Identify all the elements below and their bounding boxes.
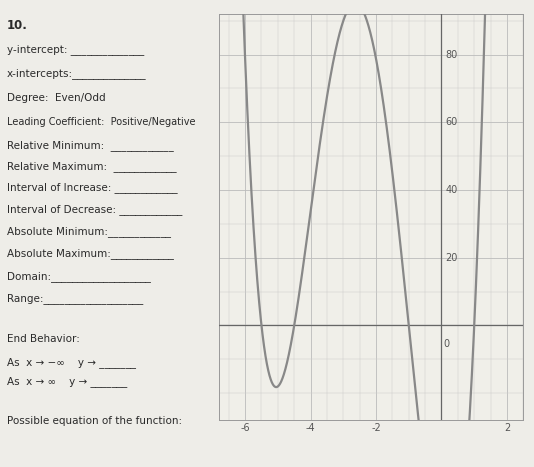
Text: 60: 60 [445, 117, 458, 127]
Text: Domain:___________________: Domain:___________________ [6, 271, 151, 282]
Text: Leading Coefficient:  Positive/Negative: Leading Coefficient: Positive/Negative [6, 117, 195, 127]
Text: 20: 20 [445, 253, 458, 263]
Text: 40: 40 [445, 185, 458, 195]
Text: x-intercepts:______________: x-intercepts:______________ [6, 68, 146, 78]
Text: Absolute Maximum:____________: Absolute Maximum:____________ [6, 248, 174, 259]
Text: Relative Maximum:  ____________: Relative Maximum: ____________ [6, 161, 176, 172]
Text: Possible equation of the function:: Possible equation of the function: [6, 416, 182, 425]
Text: As  x → −∞    y → _______: As x → −∞ y → _______ [6, 357, 136, 368]
Text: Interval of Decrease: ____________: Interval of Decrease: ____________ [6, 204, 182, 215]
Text: 10.: 10. [6, 19, 27, 32]
Text: Range:___________________: Range:___________________ [6, 293, 143, 304]
Text: Interval of Increase: ____________: Interval of Increase: ____________ [6, 182, 177, 193]
Text: As  x → ∞    y → _______: As x → ∞ y → _______ [6, 376, 127, 387]
Text: End Behavior:: End Behavior: [6, 334, 80, 344]
Text: 80: 80 [445, 50, 458, 60]
Text: Absolute Minimum:____________: Absolute Minimum:____________ [6, 226, 170, 237]
Text: y-intercept: ______________: y-intercept: ______________ [6, 44, 144, 55]
Text: 0: 0 [443, 339, 449, 349]
Text: Relative Minimum:  ____________: Relative Minimum: ____________ [6, 140, 174, 151]
Text: Degree:  Even/Odd: Degree: Even/Odd [6, 93, 105, 103]
